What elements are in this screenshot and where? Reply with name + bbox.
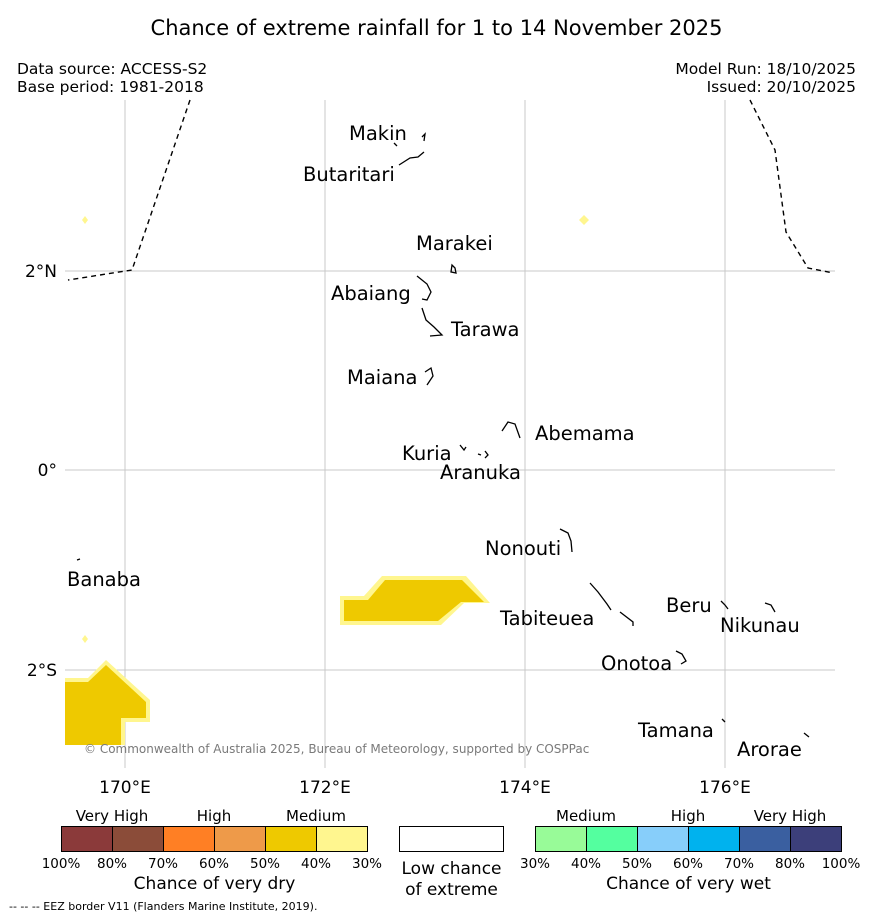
wet-pct-60: 60% [672,856,703,872]
island-label-abemama: Abemama [535,422,635,445]
island-shape-makin [421,132,426,142]
island-shape-tamana [721,718,726,723]
wet-pct-50: 50% [621,856,652,872]
island-label-beru: Beru [666,594,712,617]
dry-dots [82,215,589,643]
dry-pct-100: 100% [41,856,81,872]
island-label-nonouti: Nonouti [485,537,561,560]
island-label-maiana: Maiana [347,366,417,389]
lat-tick-0: 0° [38,461,57,481]
lon-tick-176e: 176°E [699,778,751,798]
eez-border-east [749,99,834,274]
island-label-aranuka: Aranuka [440,461,521,484]
island-shape-abaiang [416,275,432,301]
base-period: Base period: 1981-2018 [17,78,204,96]
dry-pct-80: 80% [96,856,127,872]
dry-pct-40: 40% [300,856,331,872]
island-shape-nikunau [764,602,776,613]
dry-region-central [340,576,490,625]
chart-title: Chance of extreme rainfall for 1 to 14 N… [150,16,723,40]
island-label-butaritari: Butaritari [303,163,395,186]
wet-category-medium: Medium [556,807,616,825]
lat-tick-2n: 2°N [25,262,57,282]
model-run: Model Run: 18/10/2025 [675,60,856,78]
island-shape-aranuka [477,450,489,459]
island-label-marakei: Marakei [416,232,493,255]
island-label-banaba: Banaba [67,568,141,591]
dry-category-very-high: Very High [75,807,149,825]
dry-category-medium: Medium [286,807,346,825]
dry-swatch-30-40 [316,826,368,852]
island-shape-marakei [450,263,457,274]
low-chance-caption-line2: of extreme [405,880,498,900]
lon-tick-172e: 172°E [299,778,351,798]
wet-swatch-80-100 [790,826,842,852]
dry-swatch-70-80 [112,826,163,852]
island-shape-abemama [501,421,521,439]
dry-swatch-80-100 [61,826,112,852]
dry-category-high: High [196,807,232,825]
lat-tick-2s: 2°S [27,661,57,681]
eez-border [67,99,834,281]
dry-swatch-50-60 [214,826,265,852]
island-shape-makin-small [393,142,398,147]
wet-category-high: High [670,807,706,825]
wet-pct-100: 100% [821,856,861,872]
island-label-tarawa: Tarawa [450,318,520,341]
low-chance-caption-line1: Low chance [401,859,502,879]
island-shape-maiana [424,366,434,386]
wet-category-very-high: Very High [753,807,827,825]
wet-pct-40: 40% [570,856,601,872]
island-label-abaiang: Abaiang [331,282,411,305]
island-shape-arorae [803,732,810,738]
eez-footnote: -- -- -- EEZ border V11 (Flanders Marine… [9,900,318,913]
island-shape-tarawa [421,307,444,337]
island-label-makin: Makin [349,122,407,145]
island-label-kuria: Kuria [402,442,452,465]
wet-swatch-60-70 [688,826,739,852]
dry-dot [579,215,589,225]
island-shape-kuria [459,444,467,452]
rainfall-map: Makin Butaritari Marakei Abaiang Tarawa … [25,99,835,798]
island-label-onotoa: Onotoa [601,652,672,675]
island-shape-butaritari [398,151,425,166]
island-shape-beru [720,600,729,610]
island-label-tabiteuea: Tabiteuea [499,607,594,630]
eez-border-west [67,99,191,281]
dry-pct-70: 70% [147,856,178,872]
dry-swatch-40-50 [265,826,316,852]
lon-tick-170e: 170°E [99,778,151,798]
dry-pct-60: 60% [198,856,229,872]
island-label-tamana: Tamana [637,719,714,742]
island-shape-onotoa [675,650,687,665]
dry-region-west [65,660,150,745]
island-outlines [76,132,810,738]
data-source: Data source: ACCESS-S2 [17,60,208,78]
map-copyright: © Commonwealth of Australia 2025, Bureau… [84,742,590,756]
wet-swatch-40-50 [586,826,637,852]
island-shape-nonouti [559,528,573,553]
dry-dot [82,635,88,643]
dry-swatch-60-70 [163,826,214,852]
low-chance-swatch [399,826,504,852]
dry-legend-caption: Chance of very dry [133,874,296,894]
wet-swatch-70-80 [739,826,790,852]
dry-pct-30: 30% [351,856,382,872]
wet-pct-80: 80% [774,856,805,872]
wet-pct-30: 30% [519,856,550,872]
wet-pct-70: 70% [723,856,754,872]
lon-tick-174e: 174°E [499,778,551,798]
wet-swatch-50-60 [637,826,688,852]
dry-dot [82,216,88,224]
issued-date: Issued: 20/10/2025 [706,78,856,96]
wet-swatch-30-40 [535,826,586,852]
wet-legend-caption: Chance of very wet [606,874,771,894]
island-shape-banaba [76,558,81,561]
dry-pct-50: 50% [249,856,280,872]
island-label-arorae: Arorae [737,738,802,761]
island-shape-tabiteuea [589,582,634,626]
island-label-nikunau: Nikunau [720,614,800,637]
map-gridlines [65,100,835,768]
